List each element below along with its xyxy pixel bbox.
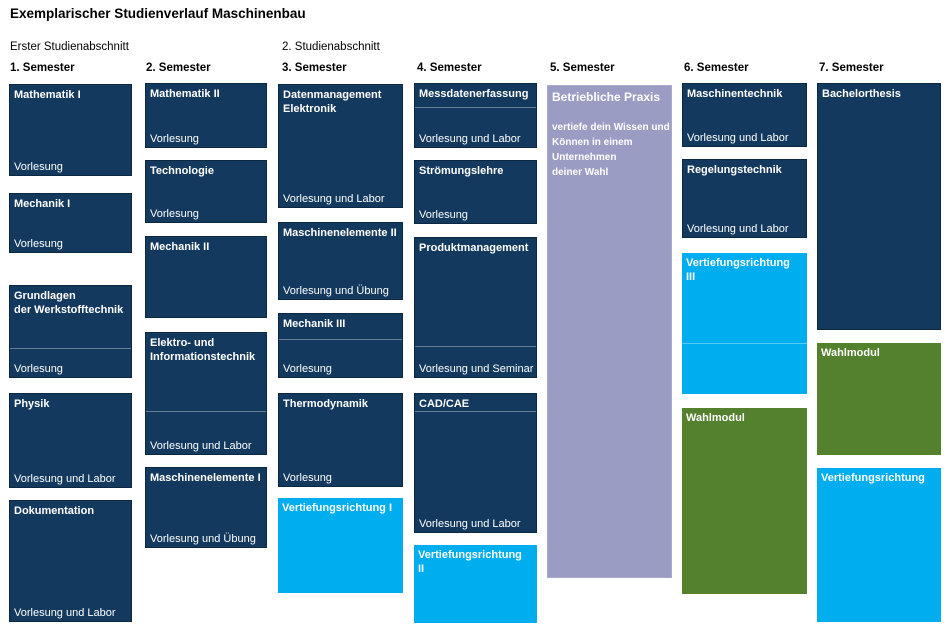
- course-format-label: Vorlesung: [14, 363, 63, 375]
- course-format-label: Vorlesung: [283, 363, 332, 375]
- course-box: Regelungstechnik Vorlesung und Labor: [682, 159, 807, 238]
- page-title: Exemplarischer Studienverlauf Maschinenb…: [10, 6, 306, 21]
- course-box: Maschinenelemente I Vorlesung und Übung: [145, 467, 267, 548]
- course-format-label: Vorlesung: [419, 209, 468, 221]
- course-box: Maschinenelemente II Vorlesung und Übung: [278, 222, 403, 300]
- course-box: Technologie Vorlesung: [145, 160, 267, 223]
- course-format-label: Vorlesung: [150, 208, 199, 220]
- course-box: Strömungslehre Vorlesung: [414, 160, 537, 224]
- course-box: Elektro- und Informationstechnik Vorlesung…: [145, 332, 267, 455]
- semester-header: 6. Semester: [684, 62, 749, 74]
- course-title: Dokumentation: [14, 505, 95, 517]
- course-title: Datenmanagement Elektronik: [283, 89, 382, 116]
- course-description-line: Unternehmen: [552, 151, 617, 163]
- course-format-label: Vorlesung: [283, 472, 332, 484]
- course-title: Maschinenelemente I: [150, 472, 261, 484]
- course-box: Wahlmodul: [817, 343, 941, 455]
- course-title: Wahlmodul: [686, 412, 745, 424]
- course-box: Betriebliche Praxis vertiefe dein Wissen …: [547, 85, 672, 578]
- course-box: Messdatenerfassung Vorlesung und Labor: [414, 83, 537, 148]
- course-box: Mathematik I Vorlesung: [9, 84, 132, 176]
- course-title: Technologie: [150, 165, 214, 177]
- course-box: CAD/CAE Vorlesung und Labor: [414, 393, 537, 533]
- course-format-label: Vorlesung und Labor: [687, 223, 789, 235]
- course-title: Vertiefungsrichtung: [821, 472, 925, 484]
- course-box: Mathematik II Vorlesung: [145, 83, 267, 148]
- course-title: Bachelorthesis: [822, 88, 901, 100]
- semester-header: 7. Semester: [819, 62, 884, 74]
- course-description-line: Können in einem: [552, 136, 633, 148]
- course-box: Thermodynamik Vorlesung: [278, 393, 403, 487]
- course-title: Vertiefungsrichtung II: [418, 549, 522, 576]
- course-title: Maschinenelemente II: [283, 227, 397, 239]
- course-title: Betriebliche Praxis: [552, 90, 661, 104]
- course-title: Mechanik III: [283, 318, 346, 330]
- course-box: Vertiefungsrichtung II: [414, 545, 537, 623]
- course-title: Produktmanagement: [419, 242, 529, 254]
- course-format-label: Vorlesung: [150, 133, 199, 145]
- semester-header: 4. Semester: [417, 62, 482, 74]
- course-title: Messdatenerfassung: [419, 88, 529, 100]
- course-title: Grundlagen der Werkstofftechnik: [14, 290, 124, 317]
- course-title: Mathematik II: [150, 88, 220, 100]
- course-description: vertiefe dein Wissen und Können in einem U…: [548, 106, 671, 180]
- course-box: Vertiefungsrichtung I: [278, 498, 403, 593]
- course-box: Datenmanagement Elektronik Vorlesung und L…: [278, 84, 403, 208]
- course-format-label: Vorlesung und Übung: [150, 533, 256, 545]
- course-title: Vertiefungsrichtung I: [282, 502, 393, 514]
- semester-header: 1. Semester: [10, 62, 75, 74]
- course-format-label: Vorlesung und Übung: [283, 285, 389, 297]
- course-box: Wahlmodul: [682, 408, 807, 594]
- course-box: Mechanik III Vorlesung: [278, 313, 403, 378]
- course-section-divider: [682, 343, 807, 344]
- course-section-divider: [10, 348, 131, 349]
- course-title: Elektro- und Informationstechnik: [150, 337, 256, 364]
- course-format-label: Vorlesung und Labor: [14, 607, 116, 619]
- course-format-label: Vorlesung und Labor: [283, 193, 385, 205]
- course-format-label: Vorlesung: [14, 161, 63, 173]
- course-format-label: Vorlesung: [14, 238, 63, 250]
- course-title: Vertiefungsrichtung III: [686, 257, 790, 284]
- course-format-label: Vorlesung und Labor: [419, 518, 521, 530]
- course-format-label: Vorlesung und Seminar: [419, 363, 534, 375]
- course-box: Maschinentechnik Vorlesung und Labor: [682, 83, 807, 147]
- course-section-divider: [279, 339, 402, 340]
- course-box: Mechanik II: [145, 236, 267, 318]
- course-box: Dokumentation Vorlesung und Labor: [9, 500, 132, 622]
- course-title: CAD/CAE: [419, 398, 470, 410]
- course-format-label: Vorlesung und Labor: [150, 440, 252, 452]
- course-title: Mechanik II: [150, 241, 210, 253]
- course-title: Mechanik I: [14, 198, 71, 210]
- semester-header: 2. Semester: [146, 62, 211, 74]
- course-box: Physik Vorlesung und Labor: [9, 393, 132, 488]
- course-title: Maschinentechnik: [687, 88, 783, 100]
- section-label-second: 2. Studienabschnitt: [282, 41, 380, 53]
- course-description-line: deiner Wahl: [552, 166, 609, 178]
- course-format-label: Vorlesung und Labor: [419, 133, 521, 145]
- course-box: Bachelorthesis: [817, 83, 941, 330]
- section-label-first: Erster Studienabschnitt: [10, 41, 129, 53]
- course-format-label: Vorlesung und Labor: [687, 132, 789, 144]
- course-box: Produktmanagement Vorlesung und Seminar: [414, 237, 537, 378]
- course-title: Strömungslehre: [419, 165, 504, 177]
- course-title: Wahlmodul: [821, 347, 880, 359]
- course-box: Mechanik I Vorlesung: [9, 193, 132, 253]
- course-title: Regelungstechnik: [687, 164, 782, 176]
- course-box: Vertiefungsrichtung: [817, 468, 941, 622]
- course-section-divider: [415, 411, 536, 412]
- semester-header: 3. Semester: [282, 62, 347, 74]
- course-box: Grundlagen der Werkstofftechnik Vorlesung: [9, 285, 132, 378]
- course-format-label: Vorlesung und Labor: [14, 473, 116, 485]
- course-section-divider: [415, 107, 536, 108]
- course-title: Mathematik I: [14, 89, 81, 101]
- course-section-divider: [415, 346, 536, 347]
- semester-header: 5. Semester: [550, 62, 615, 74]
- course-box: Vertiefungsrichtung III: [682, 253, 807, 394]
- course-title: Physik: [14, 398, 50, 410]
- course-section-divider: [146, 411, 266, 412]
- course-title: Thermodynamik: [283, 398, 368, 410]
- course-description-line: vertiefe dein Wissen und: [552, 121, 670, 133]
